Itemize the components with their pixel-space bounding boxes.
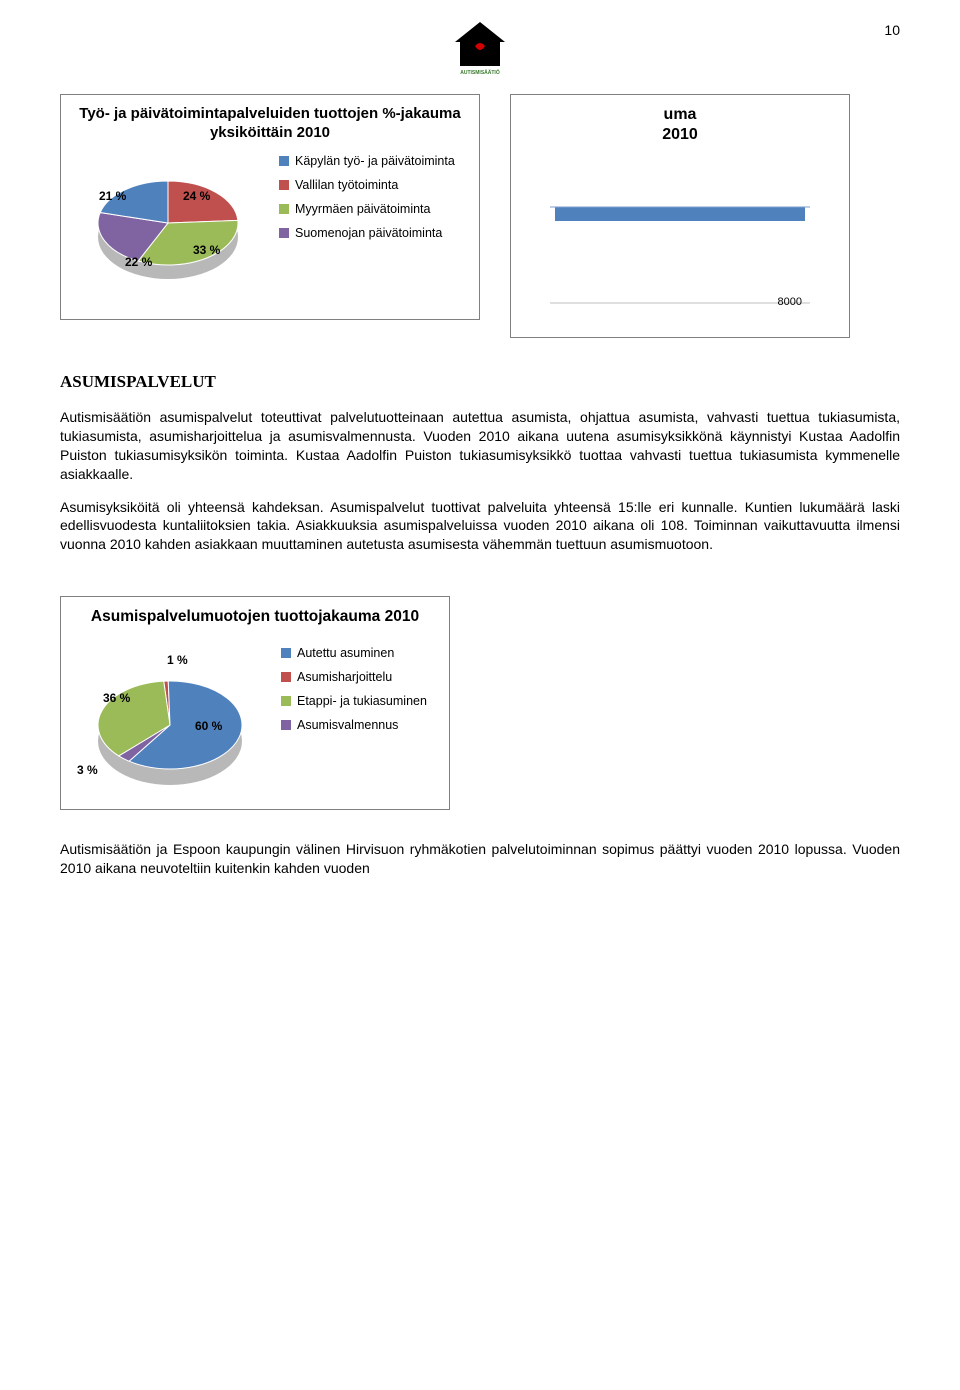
chart2-tick-label: 8000 [778, 296, 802, 308]
chart2-bar: 8000 [550, 161, 810, 321]
section-heading: ASUMISPALVELUT [60, 372, 900, 392]
chart3-slice3-label: 3 % [77, 763, 98, 777]
chart2-box: uma 2010 8000 [510, 94, 850, 338]
chart1-legend-item: Myyrmäen päivätoiminta [279, 201, 455, 217]
chart3-slice2-label: 36 % [103, 691, 130, 705]
chart1-legend3: Suomenojan päivätoiminta [295, 225, 442, 241]
chart3-legend2: Etappi- ja tukiasuminen [297, 693, 427, 709]
chart3-legend-item: Asumisvalmennus [281, 717, 427, 733]
chart3-legend-item: Etappi- ja tukiasuminen [281, 693, 427, 709]
chart1-legend-item: Käpylän työ- ja päivätoiminta [279, 153, 455, 169]
chart1-slice0-label: 21 % [99, 189, 126, 203]
chart2-title-line1: uma [664, 106, 697, 123]
paragraph-1: Autismisäätiön asumispalvelut toteuttiva… [60, 408, 900, 484]
chart1-title: Työ- ja päivätoimintapalveluiden tuottoj… [73, 105, 467, 143]
chart3-legend1: Asumisharjoittelu [297, 669, 392, 685]
chart2-title: uma 2010 [662, 105, 698, 145]
chart3-slice0-label: 60 % [195, 719, 222, 733]
top-charts-row: Työ- ja päivätoimintapalveluiden tuottoj… [60, 94, 900, 338]
chart1-legend-item: Suomenojan päivätoiminta [279, 225, 455, 241]
chart3-legend0: Autettu asuminen [297, 645, 394, 661]
logo: AUTISMISÄÄTIÖ [60, 20, 900, 80]
chart1-slice1-label: 24 % [183, 189, 210, 203]
chart3-title: Asumispalvelumuotojen tuottojakauma 2010 [75, 607, 435, 626]
chart3-slice1-label: 1 % [167, 653, 188, 667]
page-number: 10 [884, 22, 900, 38]
chart3-pie: 1 % 36 % 3 % 60 % [75, 635, 265, 795]
chart3-legend3: Asumisvalmennus [297, 717, 398, 733]
chart1-legend: Käpylän työ- ja päivätoiminta Vallilan t… [279, 153, 455, 250]
chart1-slice3-label: 22 % [125, 255, 152, 269]
footer-paragraph: Autismisäätiön ja Espoon kaupungin välin… [60, 840, 900, 878]
chart3-legend-item: Autettu asuminen [281, 645, 427, 661]
chart1-pie: 21 % 24 % 22 % 33 % [73, 153, 263, 303]
chart1-legend1: Vallilan työtoiminta [295, 177, 398, 193]
chart3-legend: Autettu asuminen Asumisharjoittelu Etapp… [281, 645, 427, 742]
chart1-legend-item: Vallilan työtoiminta [279, 177, 455, 193]
chart3-box: Asumispalvelumuotojen tuottojakauma 2010… [60, 596, 450, 809]
chart1-legend2: Myyrmäen päivätoiminta [295, 201, 430, 217]
chart3-legend-item: Asumisharjoittelu [281, 669, 427, 685]
paragraph-2: Asumisyksiköitä oli yhteensä kahdeksan. … [60, 498, 900, 555]
svg-text:AUTISMISÄÄTIÖ: AUTISMISÄÄTIÖ [460, 69, 500, 75]
chart1-legend0: Käpylän työ- ja päivätoiminta [295, 153, 455, 169]
chart1-slice2-label: 33 % [193, 243, 220, 257]
chart1-box: Työ- ja päivätoimintapalveluiden tuottoj… [60, 94, 480, 320]
chart3-wrap: Asumispalvelumuotojen tuottojakauma 2010… [60, 596, 900, 809]
chart2-title-line2: 2010 [662, 126, 698, 143]
